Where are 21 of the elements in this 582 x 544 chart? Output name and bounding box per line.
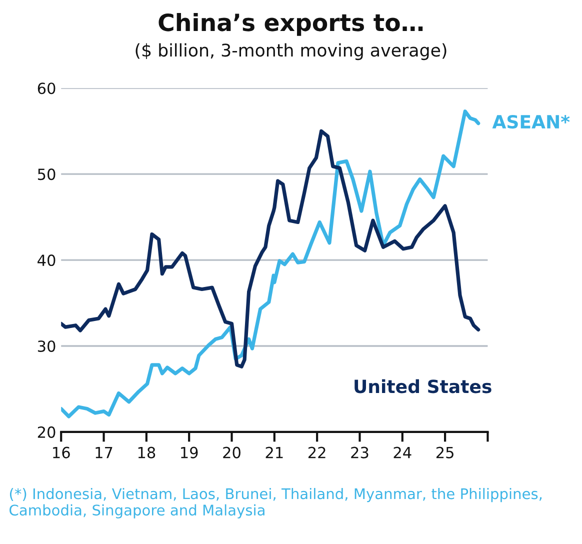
- x-tick-label: 16: [53, 446, 70, 458]
- x-tick-label: 20: [223, 446, 240, 458]
- y-tick-label: 30: [38, 340, 56, 352]
- series-label: ASEAN*: [492, 114, 570, 129]
- line-series: [61, 129, 480, 368]
- x-tick-label: 21: [266, 446, 283, 458]
- text: United States: [354, 379, 492, 394]
- x-tick-label: 24: [394, 446, 412, 458]
- x-tick-label: 22: [308, 446, 326, 458]
- y-tick-label: 50: [38, 168, 56, 180]
- y-tick-label: 60: [38, 82, 56, 94]
- y-tick-label: 40: [38, 254, 56, 266]
- x-tick-label: 23: [351, 446, 368, 458]
- chart-title: China’s exports to…: [158, 13, 423, 36]
- x-tick-label: 25: [436, 446, 454, 458]
- text: (*) Indonesia, Vietnam, Laos, Brunei, Thailand, Myanmar, the Philippines, Cambodia, Singapore and Malaysia: [10, 488, 542, 518]
- x-tick-label: 17: [96, 446, 112, 458]
- y-tick-label: 20: [38, 426, 56, 438]
- x-tick-label: 19: [181, 446, 198, 458]
- x-tick-label: 18: [138, 446, 156, 458]
- chart-subtitle: ($ billion, 3-month moving average): [136, 43, 446, 60]
